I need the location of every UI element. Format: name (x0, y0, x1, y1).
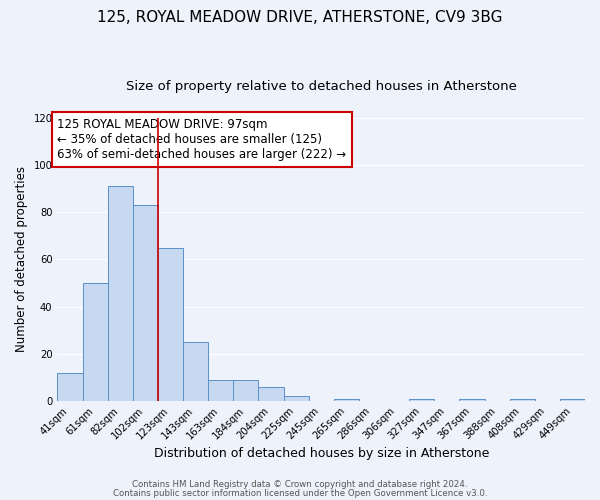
Bar (259, 387, 284, 401)
Bar (158, 248, 183, 401)
Text: Contains public sector information licensed under the Open Government Licence v3: Contains public sector information licen… (113, 490, 487, 498)
Bar (58, 372, 83, 401)
X-axis label: Distribution of detached houses by size in Atherstone: Distribution of detached houses by size … (154, 447, 489, 460)
Bar (284, 396, 308, 401)
Bar (183, 342, 208, 401)
Bar (409, 398, 434, 401)
Bar (334, 398, 359, 401)
Y-axis label: Number of detached properties: Number of detached properties (15, 166, 28, 352)
Title: Size of property relative to detached houses in Atherstone: Size of property relative to detached ho… (126, 80, 517, 93)
Bar (233, 380, 259, 401)
Bar (208, 380, 233, 401)
Bar (560, 398, 585, 401)
Text: 125 ROYAL MEADOW DRIVE: 97sqm
← 35% of detached houses are smaller (125)
63% of : 125 ROYAL MEADOW DRIVE: 97sqm ← 35% of d… (58, 118, 347, 161)
Bar (509, 398, 535, 401)
Bar (133, 205, 158, 401)
Bar (83, 283, 107, 401)
Text: 125, ROYAL MEADOW DRIVE, ATHERSTONE, CV9 3BG: 125, ROYAL MEADOW DRIVE, ATHERSTONE, CV9… (97, 10, 503, 25)
Bar (107, 186, 133, 401)
Bar (460, 398, 485, 401)
Text: Contains HM Land Registry data © Crown copyright and database right 2024.: Contains HM Land Registry data © Crown c… (132, 480, 468, 489)
